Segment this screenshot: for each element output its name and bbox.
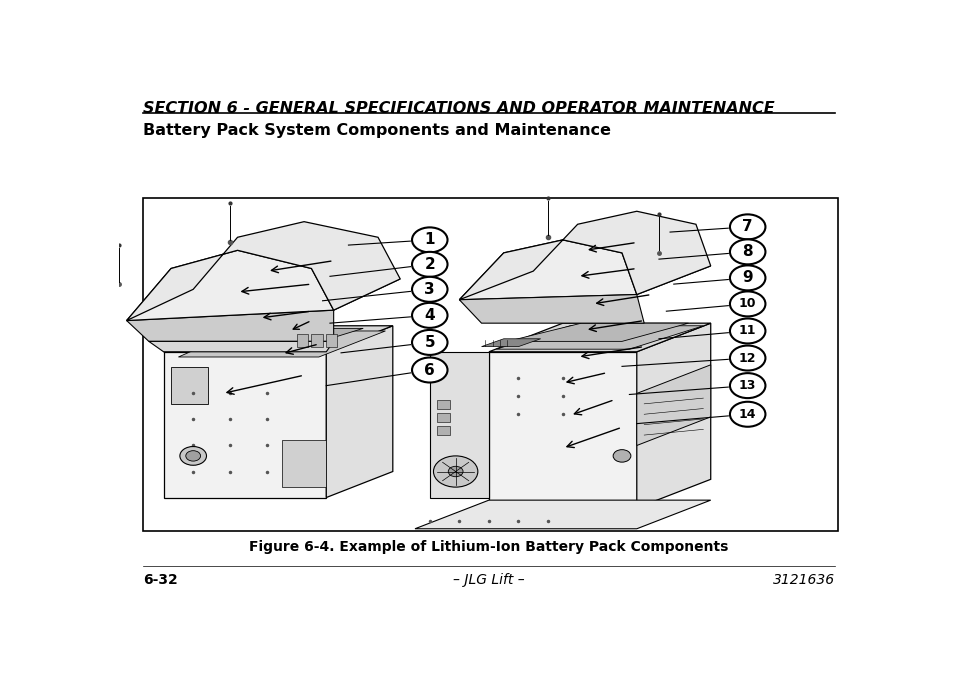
Text: 3121636: 3121636 [772, 573, 834, 587]
Text: 11: 11 [739, 324, 756, 337]
Polygon shape [164, 352, 326, 498]
Circle shape [729, 239, 764, 264]
Polygon shape [637, 323, 710, 508]
Bar [436, 412, 450, 422]
Circle shape [729, 345, 764, 370]
Circle shape [613, 450, 630, 462]
Text: 1: 1 [424, 233, 435, 247]
Text: 3: 3 [424, 282, 435, 297]
Circle shape [412, 277, 447, 301]
Bar [311, 333, 322, 347]
Polygon shape [459, 240, 637, 299]
Polygon shape [496, 326, 702, 349]
Circle shape [186, 451, 200, 461]
Circle shape [729, 318, 764, 343]
Text: 5: 5 [424, 335, 435, 350]
Polygon shape [127, 310, 334, 341]
Text: SECTION 6 - GENERAL SPECIFICATIONS AND OPERATOR MAINTENANCE: SECTION 6 - GENERAL SPECIFICATIONS AND O… [143, 101, 774, 116]
Polygon shape [459, 211, 710, 299]
Circle shape [729, 266, 764, 291]
Polygon shape [459, 295, 643, 323]
Text: 4: 4 [424, 308, 435, 323]
Text: 6-32: 6-32 [143, 573, 177, 587]
Polygon shape [488, 352, 637, 508]
Circle shape [412, 303, 447, 328]
Text: – JLG Lift –: – JLG Lift – [453, 573, 524, 587]
Bar [171, 368, 208, 404]
Polygon shape [507, 323, 688, 341]
Polygon shape [637, 365, 710, 445]
Text: 8: 8 [741, 244, 752, 260]
Bar [296, 333, 308, 347]
Text: 6: 6 [424, 362, 435, 377]
Circle shape [729, 214, 764, 239]
Polygon shape [481, 339, 540, 347]
Polygon shape [415, 500, 710, 529]
Circle shape [448, 466, 462, 477]
Circle shape [412, 358, 447, 383]
FancyBboxPatch shape [143, 198, 837, 531]
Circle shape [729, 291, 764, 316]
Text: 7: 7 [741, 220, 752, 235]
Polygon shape [127, 250, 334, 320]
Polygon shape [429, 352, 488, 498]
Text: 14: 14 [739, 408, 756, 420]
Circle shape [412, 330, 447, 355]
Text: 10: 10 [739, 297, 756, 310]
Text: 9: 9 [741, 270, 752, 285]
Circle shape [412, 252, 447, 277]
Text: Figure 6-4. Example of Lithium-Ion Battery Pack Components: Figure 6-4. Example of Lithium-Ion Batte… [249, 540, 728, 554]
Text: 12: 12 [739, 352, 756, 364]
Text: 13: 13 [739, 379, 756, 392]
Circle shape [180, 447, 206, 465]
Polygon shape [459, 266, 710, 299]
Polygon shape [127, 222, 400, 320]
Bar [436, 426, 450, 435]
Polygon shape [149, 341, 334, 352]
Circle shape [412, 227, 447, 252]
Polygon shape [127, 279, 400, 320]
Polygon shape [326, 326, 393, 498]
Polygon shape [178, 331, 385, 357]
Polygon shape [164, 326, 393, 352]
Circle shape [729, 402, 764, 427]
Bar [436, 400, 450, 409]
Polygon shape [488, 323, 710, 352]
Circle shape [729, 373, 764, 398]
Bar [282, 440, 326, 487]
Polygon shape [193, 329, 363, 347]
Circle shape [433, 456, 477, 487]
Text: 2: 2 [424, 257, 435, 272]
Bar [326, 333, 337, 347]
Text: Battery Pack System Components and Maintenance: Battery Pack System Components and Maint… [143, 123, 610, 138]
